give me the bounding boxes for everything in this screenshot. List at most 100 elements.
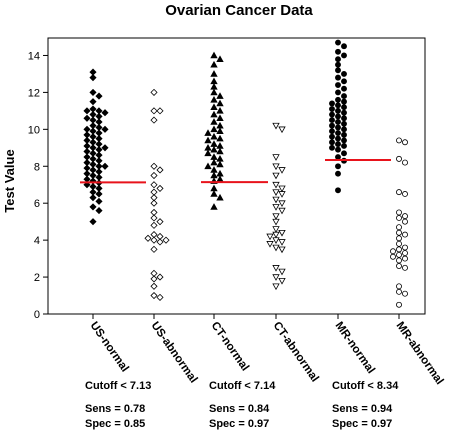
data-point-diamond: [156, 293, 164, 301]
y-tick-label: 12: [28, 87, 40, 99]
data-point-circle: [396, 229, 402, 236]
data-point-triangle-up: [210, 118, 218, 125]
data-point-diamond: [144, 234, 152, 242]
data-point-triangle-up: [216, 92, 224, 99]
stat-spec: Spec = 0.97: [209, 418, 269, 430]
data-point-triangle-down: [272, 226, 280, 233]
data-point-circle: [396, 251, 402, 258]
data-point-circle: [396, 301, 402, 308]
data-point-diamond: [95, 190, 103, 198]
data-point-circle: [329, 128, 335, 135]
data-point-triangle-down: [272, 154, 280, 161]
stat-sens: Sens = 0.78: [85, 403, 145, 415]
data-point-circle: [402, 290, 408, 297]
data-point-triangle-down: [272, 172, 280, 180]
data-point-circle: [402, 218, 408, 225]
data-point-triangle-up: [216, 107, 224, 114]
data-point-triangle-down: [272, 231, 280, 239]
plot-frame: [47, 37, 426, 315]
data-point-circle: [390, 248, 396, 255]
data-point-circle: [402, 231, 408, 238]
data-point-circle: [335, 89, 341, 96]
stats-group: Cutoff < 8.34 Sens = 0.94 Spec = 0.97: [332, 380, 399, 430]
data-point-triangle-up: [210, 51, 218, 59]
data-point-diamond: [83, 107, 91, 115]
data-point-triangle-down: [278, 200, 286, 208]
data-point-circle: [329, 133, 335, 140]
data-point-circle: [402, 244, 408, 251]
series-us-abnormal: [144, 88, 170, 301]
data-point-diamond: [101, 125, 109, 133]
data-point-diamond: [95, 197, 103, 205]
data-point-triangle-down: [272, 265, 280, 272]
data-point-triangle-up: [210, 110, 218, 118]
data-point-diamond: [89, 88, 97, 96]
data-point-circle: [396, 224, 402, 231]
data-point-triangle-down: [278, 246, 286, 254]
data-point-triangle-down: [278, 191, 286, 198]
data-point-circle: [335, 163, 341, 170]
data-point-circle: [396, 209, 402, 216]
data-point-diamond: [89, 218, 97, 226]
data-point-circle: [402, 264, 408, 271]
data-point-triangle-up: [216, 121, 224, 129]
data-point-triangle-up: [216, 175, 224, 182]
data-point-diamond: [156, 166, 164, 174]
data-point-triangle-up: [210, 184, 218, 192]
series-ct-normal: [204, 51, 224, 210]
category-label: US-abnormal: [149, 320, 200, 386]
data-point-circle: [335, 154, 341, 160]
stat-spec: Spec = 0.97: [332, 418, 392, 430]
data-point-triangle-down: [266, 241, 274, 248]
data-point-circle: [335, 130, 341, 136]
data-point-triangle-up: [216, 134, 224, 142]
stat-spec: Spec = 0.85: [85, 418, 145, 430]
data-point-triangle-up: [210, 158, 218, 166]
y-tick-label: 2: [34, 272, 40, 284]
data-point-circle: [396, 235, 402, 242]
data-point-triangle-down: [278, 167, 286, 174]
chart-title: Ovarian Cancer Data: [165, 2, 313, 19]
data-point-circle: [335, 39, 341, 46]
data-point-diamond: [150, 181, 158, 189]
data-point-triangle-up: [216, 55, 224, 62]
data-point-triangle-up: [216, 169, 224, 177]
data-point-triangle-up: [210, 88, 218, 96]
data-point-triangle-up: [204, 143, 212, 151]
y-tick-label: 4: [34, 235, 40, 247]
data-point-circle: [341, 52, 347, 59]
data-point-diamond: [150, 199, 158, 207]
data-point-triangle-up: [210, 132, 218, 140]
data-point-circle: [329, 100, 335, 107]
category-label: MR-normal: [333, 320, 377, 376]
data-point-diamond: [83, 114, 91, 122]
data-point-triangle-down: [272, 189, 280, 196]
data-point-circle: [341, 131, 347, 138]
data-point-diamond: [101, 109, 109, 117]
data-point-triangle-up: [210, 166, 218, 173]
category-labels: US-normal US-abnormal CT-normal CT-abnormal…: [88, 320, 446, 387]
data-point-triangle-down: [272, 204, 280, 211]
data-point-diamond: [150, 171, 158, 180]
data-point-circle: [335, 146, 341, 153]
data-point-circle: [335, 61, 341, 68]
data-point-triangle-up: [210, 140, 218, 147]
data-point-circle: [341, 78, 347, 85]
data-point-triangle-down: [278, 239, 286, 246]
data-point-triangle-up: [210, 83, 218, 90]
data-point-diamond: [156, 184, 164, 192]
data-point-circle: [335, 82, 341, 88]
data-point-circle: [402, 255, 408, 262]
data-point-circle: [335, 96, 341, 103]
data-point-circle: [396, 257, 402, 264]
data-point-circle: [396, 137, 402, 144]
data-point-circle: [335, 141, 341, 148]
data-point-triangle-down: [278, 185, 286, 193]
data-point-triangle-up: [210, 77, 218, 85]
data-point-triangle-up: [210, 95, 218, 103]
data-point-diamond: [150, 107, 158, 115]
data-point-diamond: [95, 92, 103, 100]
y-tick-label: 10: [28, 124, 40, 136]
data-point-diamond: [89, 194, 97, 202]
series-ct-abnormal: [266, 122, 286, 291]
